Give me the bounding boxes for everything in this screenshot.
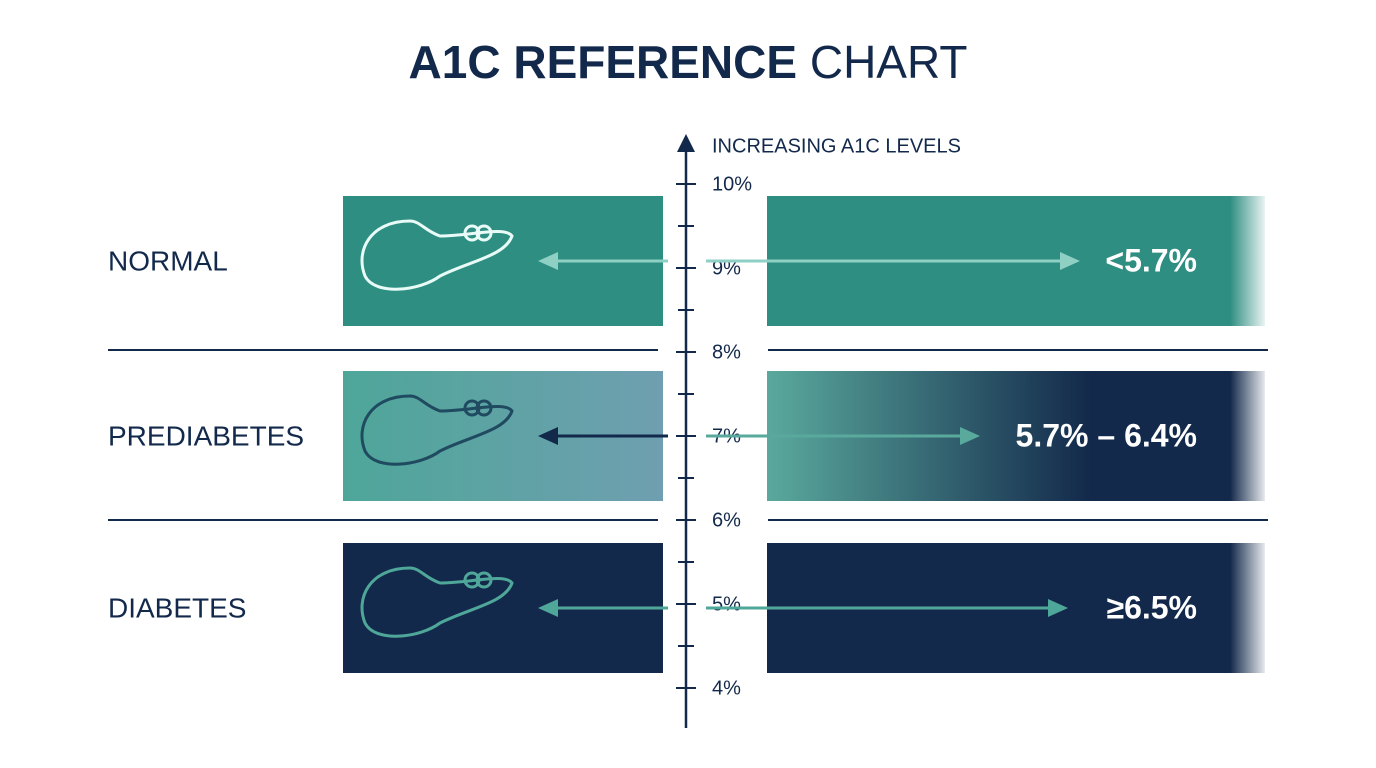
- icon-cell: [475, 571, 493, 589]
- row-label: NORMAL: [108, 245, 228, 276]
- arrowhead-left: [538, 427, 558, 445]
- rows: NORMAL <5.7% PREDIABETES 5.7% – 6.4% DIABETE…: [108, 196, 1268, 673]
- icon-shape: [360, 394, 514, 466]
- icon-cell: [463, 224, 481, 242]
- pancreas-icon: [360, 394, 514, 466]
- row: PREDIABETES 5.7% – 6.4%: [108, 371, 1268, 521]
- row-label: DIABETES: [108, 592, 246, 623]
- tick-label: 5%: [712, 593, 741, 615]
- pancreas-icon: [360, 566, 514, 638]
- range-value: <5.7%: [1105, 242, 1197, 278]
- pancreas-icon: [360, 219, 514, 291]
- icon-cell: [475, 399, 493, 417]
- icon-cell: [475, 224, 493, 242]
- arrowhead-right: [1060, 252, 1080, 270]
- icon-shape: [360, 566, 514, 638]
- row: NORMAL <5.7%: [108, 196, 1268, 351]
- arrowhead-right: [1048, 599, 1068, 617]
- tick-label: 4%: [712, 677, 741, 699]
- title-bold: A1C REFERENCE: [409, 36, 798, 88]
- range-value: 5.7% – 6.4%: [1016, 417, 1197, 453]
- row: DIABETES ≥6.5%: [108, 543, 1265, 673]
- tick-label: 9%: [712, 257, 741, 279]
- arrowhead-right: [960, 427, 980, 445]
- title: A1C REFERENCE CHART: [409, 36, 968, 88]
- axis-arrow: [677, 134, 695, 152]
- arrowhead-left: [538, 599, 558, 617]
- tick-label: 8%: [712, 341, 741, 363]
- axis-label: INCREASING A1C LEVELS: [712, 135, 961, 157]
- icon-shape: [360, 219, 514, 291]
- tick-label: 10%: [712, 173, 752, 195]
- row-label: PREDIABETES: [108, 420, 304, 451]
- title-light: CHART: [810, 36, 968, 88]
- icon-cell: [463, 399, 481, 417]
- tick-label: 6%: [712, 509, 741, 531]
- icon-cell: [463, 571, 481, 589]
- arrowhead-left: [538, 252, 558, 270]
- range-value: ≥6.5%: [1107, 589, 1198, 625]
- ticks: 10%9%8%7%6%5%4%: [676, 173, 752, 699]
